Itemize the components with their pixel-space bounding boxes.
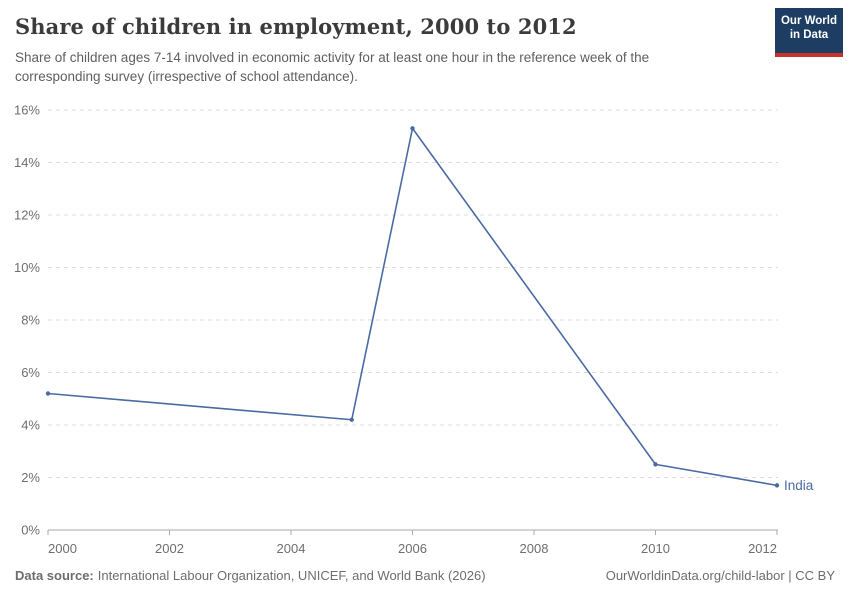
data-point: [410, 126, 415, 131]
y-axis-tick-label: 8%: [21, 313, 40, 328]
data-point: [45, 391, 51, 396]
data-line: [47, 127, 778, 487]
y-axis-tick-label: 6%: [21, 365, 40, 380]
data-source-label: Data source:: [15, 568, 94, 583]
y-axis-tick-label: 14%: [14, 155, 40, 170]
chart-footer: Data source: International Labour Organiz…: [15, 568, 835, 583]
y-axis-tick-label: 12%: [14, 208, 40, 223]
y-axis-tick-label: 16%: [14, 103, 40, 118]
chart-header: Share of children in employment, 2000 to…: [15, 13, 760, 86]
x-axis-tick-label: 2010: [641, 541, 670, 556]
chart-subtitle-line-1: Share of children ages 7-14 involved in …: [15, 50, 650, 65]
x-axis-tick-label: 2004: [277, 541, 306, 556]
chart-subtitle: Share of children ages 7-14 involved in …: [15, 48, 760, 86]
x-axis-tick-label: 2012: [748, 541, 777, 556]
data-point: [774, 483, 780, 488]
page-title: Share of children in employment, 2000 to…: [15, 14, 577, 39]
data-point: [349, 417, 354, 422]
x-axis-tick-label: 2008: [520, 541, 549, 556]
y-axis-tick-label: 10%: [14, 260, 40, 275]
y-axis-tick-label: 2%: [21, 470, 40, 485]
owid-logo-line-2: in Data: [789, 29, 829, 41]
owid-logo: Our World in Data: [775, 8, 843, 57]
attribution-link[interactable]: OurWorldinData.org/child-labor | CC BY: [605, 568, 835, 583]
chart-subtitle-line-2: corresponding survey (irrespective of sc…: [15, 69, 358, 84]
data-source-text: International Labour Organization, UNICE…: [97, 568, 486, 583]
y-axis-tick-label: 4%: [21, 418, 40, 433]
data-point: [653, 462, 658, 467]
y-axis-tick-label: 0%: [21, 523, 40, 538]
x-axis-tick-label: 2000: [48, 541, 77, 556]
x-axis-tick-label: 2002: [155, 541, 184, 556]
series-end-label: India: [784, 478, 814, 493]
data-source-note: Data source: International Labour Organiz…: [15, 568, 486, 583]
owid-logo-line-1: Our World: [780, 15, 837, 27]
x-axis-tick-label: 2006: [398, 541, 427, 556]
